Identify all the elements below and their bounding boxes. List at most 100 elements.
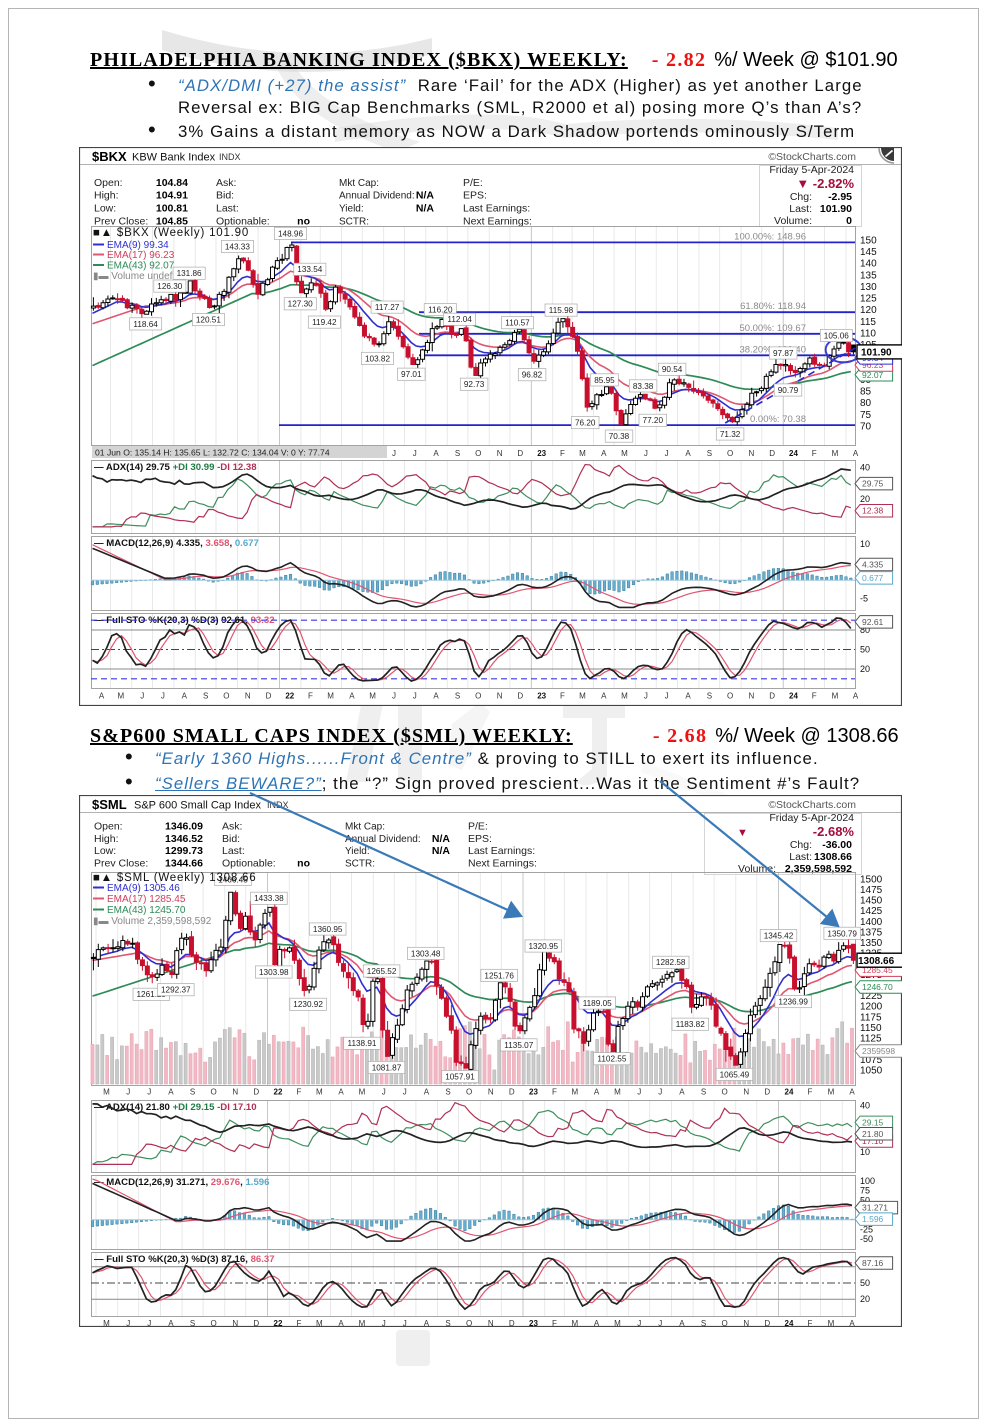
svg-text:85.95: 85.95 [594,376,615,385]
svg-text:EMA(17) 96.23: EMA(17) 96.23 [107,250,175,261]
svg-text:M: M [832,449,839,458]
svg-text:J: J [126,1088,130,1097]
svg-text:1261.29: 1261.29 [136,990,166,999]
svg-text:Annual Dividend:: Annual Dividend: [339,191,415,202]
svg-text:N/A: N/A [432,845,451,857]
svg-text:S&P 600 Small Cap Index: S&P 600 Small Cap Index [134,800,261,812]
svg-text:M: M [828,1088,835,1097]
svg-text:O: O [210,1319,216,1327]
svg-text:77.20: 77.20 [643,416,664,425]
svg-text:D: D [253,1319,259,1327]
svg-text:1150: 1150 [860,1023,882,1034]
svg-text:EMA(43) 92.07: EMA(43) 92.07 [107,261,175,272]
svg-text:1375: 1375 [860,928,883,939]
svg-text:N/A: N/A [416,190,435,202]
svg-text:31.271: 31.271 [862,1203,888,1213]
svg-text:148.96: 148.96 [278,229,303,238]
svg-text:1308.66: 1308.66 [858,956,895,967]
svg-text:1345.42: 1345.42 [764,932,794,941]
svg-text:12.38: 12.38 [862,506,884,516]
svg-text:Last:: Last: [222,845,245,857]
svg-text:$BKX: $BKX [92,149,127,164]
svg-text:1360.95: 1360.95 [313,925,343,934]
svg-text:1189.05: 1189.05 [583,999,612,1008]
svg-text:N: N [743,1088,749,1097]
svg-text:O: O [721,1319,727,1327]
svg-text:24: 24 [785,1319,794,1327]
svg-text:Next Earnings:: Next Earnings: [468,857,537,869]
svg-text:F: F [812,692,817,701]
svg-text:75: 75 [860,1186,870,1196]
svg-text:Chg:: Chg: [790,191,812,203]
svg-text:O: O [466,1319,472,1327]
svg-text:Last Earnings:: Last Earnings: [468,845,535,857]
svg-text:120: 120 [860,305,877,316]
svg-text:100.81: 100.81 [156,203,188,215]
svg-text:O: O [475,449,481,458]
svg-text:104.85: 104.85 [156,215,188,227]
svg-text:$SML: $SML [92,797,127,812]
svg-text:A: A [594,1319,600,1327]
svg-text:1425: 1425 [860,906,883,917]
svg-text:J: J [665,692,669,701]
svg-text:INDX: INDX [219,152,241,162]
svg-text:— ADX(14) 29.75 +DI 30.99 -DI: — ADX(14) 29.75 +DI 30.99 -DI 12.38 [94,462,257,473]
svg-text:M: M [614,1088,621,1097]
svg-text:M: M [359,1319,366,1327]
svg-text:-5: -5 [860,593,868,603]
svg-text:1102.55: 1102.55 [597,1055,626,1064]
svg-text:N: N [497,692,503,701]
svg-text:S: S [707,692,712,701]
svg-text:70.38: 70.38 [609,432,630,441]
svg-text:1400: 1400 [860,917,883,928]
svg-text:J: J [644,692,648,701]
svg-text:A: A [433,449,439,458]
svg-text:1292.37: 1292.37 [161,986,191,995]
svg-text:M: M [316,1319,323,1327]
svg-text:D: D [517,692,523,701]
svg-text:87.16: 87.16 [862,1258,884,1268]
svg-text:Friday 5-Apr-2024: Friday 5-Apr-2024 [769,164,854,176]
svg-text:EMA(43) 1245.70: EMA(43) 1245.70 [107,905,186,916]
svg-text:1183.82: 1183.82 [676,1020,705,1029]
svg-text:M: M [316,1088,323,1097]
svg-text:O: O [210,1088,216,1097]
svg-text:Yield:: Yield: [339,204,364,215]
svg-text:145: 145 [860,247,877,258]
svg-text:17.10: 17.10 [862,1136,884,1146]
svg-text:101.90: 101.90 [861,348,892,359]
svg-text:Mkt Cap:: Mkt Cap: [345,822,385,833]
svg-text:D: D [517,449,523,458]
svg-text:A: A [338,1319,344,1327]
svg-text:120.51: 120.51 [196,316,221,325]
svg-text:1350.79: 1350.79 [827,929,857,938]
svg-text:High:: High: [94,190,119,202]
svg-text:D: D [509,1319,515,1327]
svg-text:EPS:: EPS: [468,833,492,845]
svg-text:29.75: 29.75 [862,479,884,489]
svg-text:■▲ $SML (Weekly) 1308.66: ■▲ $SML (Weekly) 1308.66 [93,872,256,884]
svg-text:125: 125 [860,294,877,305]
svg-text:1200: 1200 [860,1002,883,1013]
svg-text:1230.92: 1230.92 [293,1000,323,1009]
svg-text:F: F [560,692,565,701]
svg-text:D: D [769,449,775,458]
svg-text:Optionable:: Optionable: [222,857,276,869]
svg-text:SCTR:: SCTR: [339,216,369,227]
svg-text:Last:: Last: [789,851,812,863]
svg-text:S: S [445,1088,450,1097]
svg-text:O: O [727,692,733,701]
svg-text:KBW Bank Index: KBW Bank Index [132,152,216,164]
svg-text:Bid:: Bid: [216,190,234,202]
svg-text:A: A [182,692,188,701]
svg-text:21.80: 21.80 [862,1129,884,1139]
svg-text:1236.99: 1236.99 [778,998,808,1007]
svg-text:F: F [552,1319,557,1327]
svg-text:-36.00: -36.00 [822,839,852,851]
svg-text:Last:: Last: [216,203,239,215]
svg-text:80: 80 [860,398,872,409]
svg-text:Next Earnings:: Next Earnings: [463,215,532,227]
svg-text:50: 50 [860,1278,870,1288]
svg-text:80: 80 [860,625,870,635]
svg-text:1.596: 1.596 [862,1214,884,1224]
